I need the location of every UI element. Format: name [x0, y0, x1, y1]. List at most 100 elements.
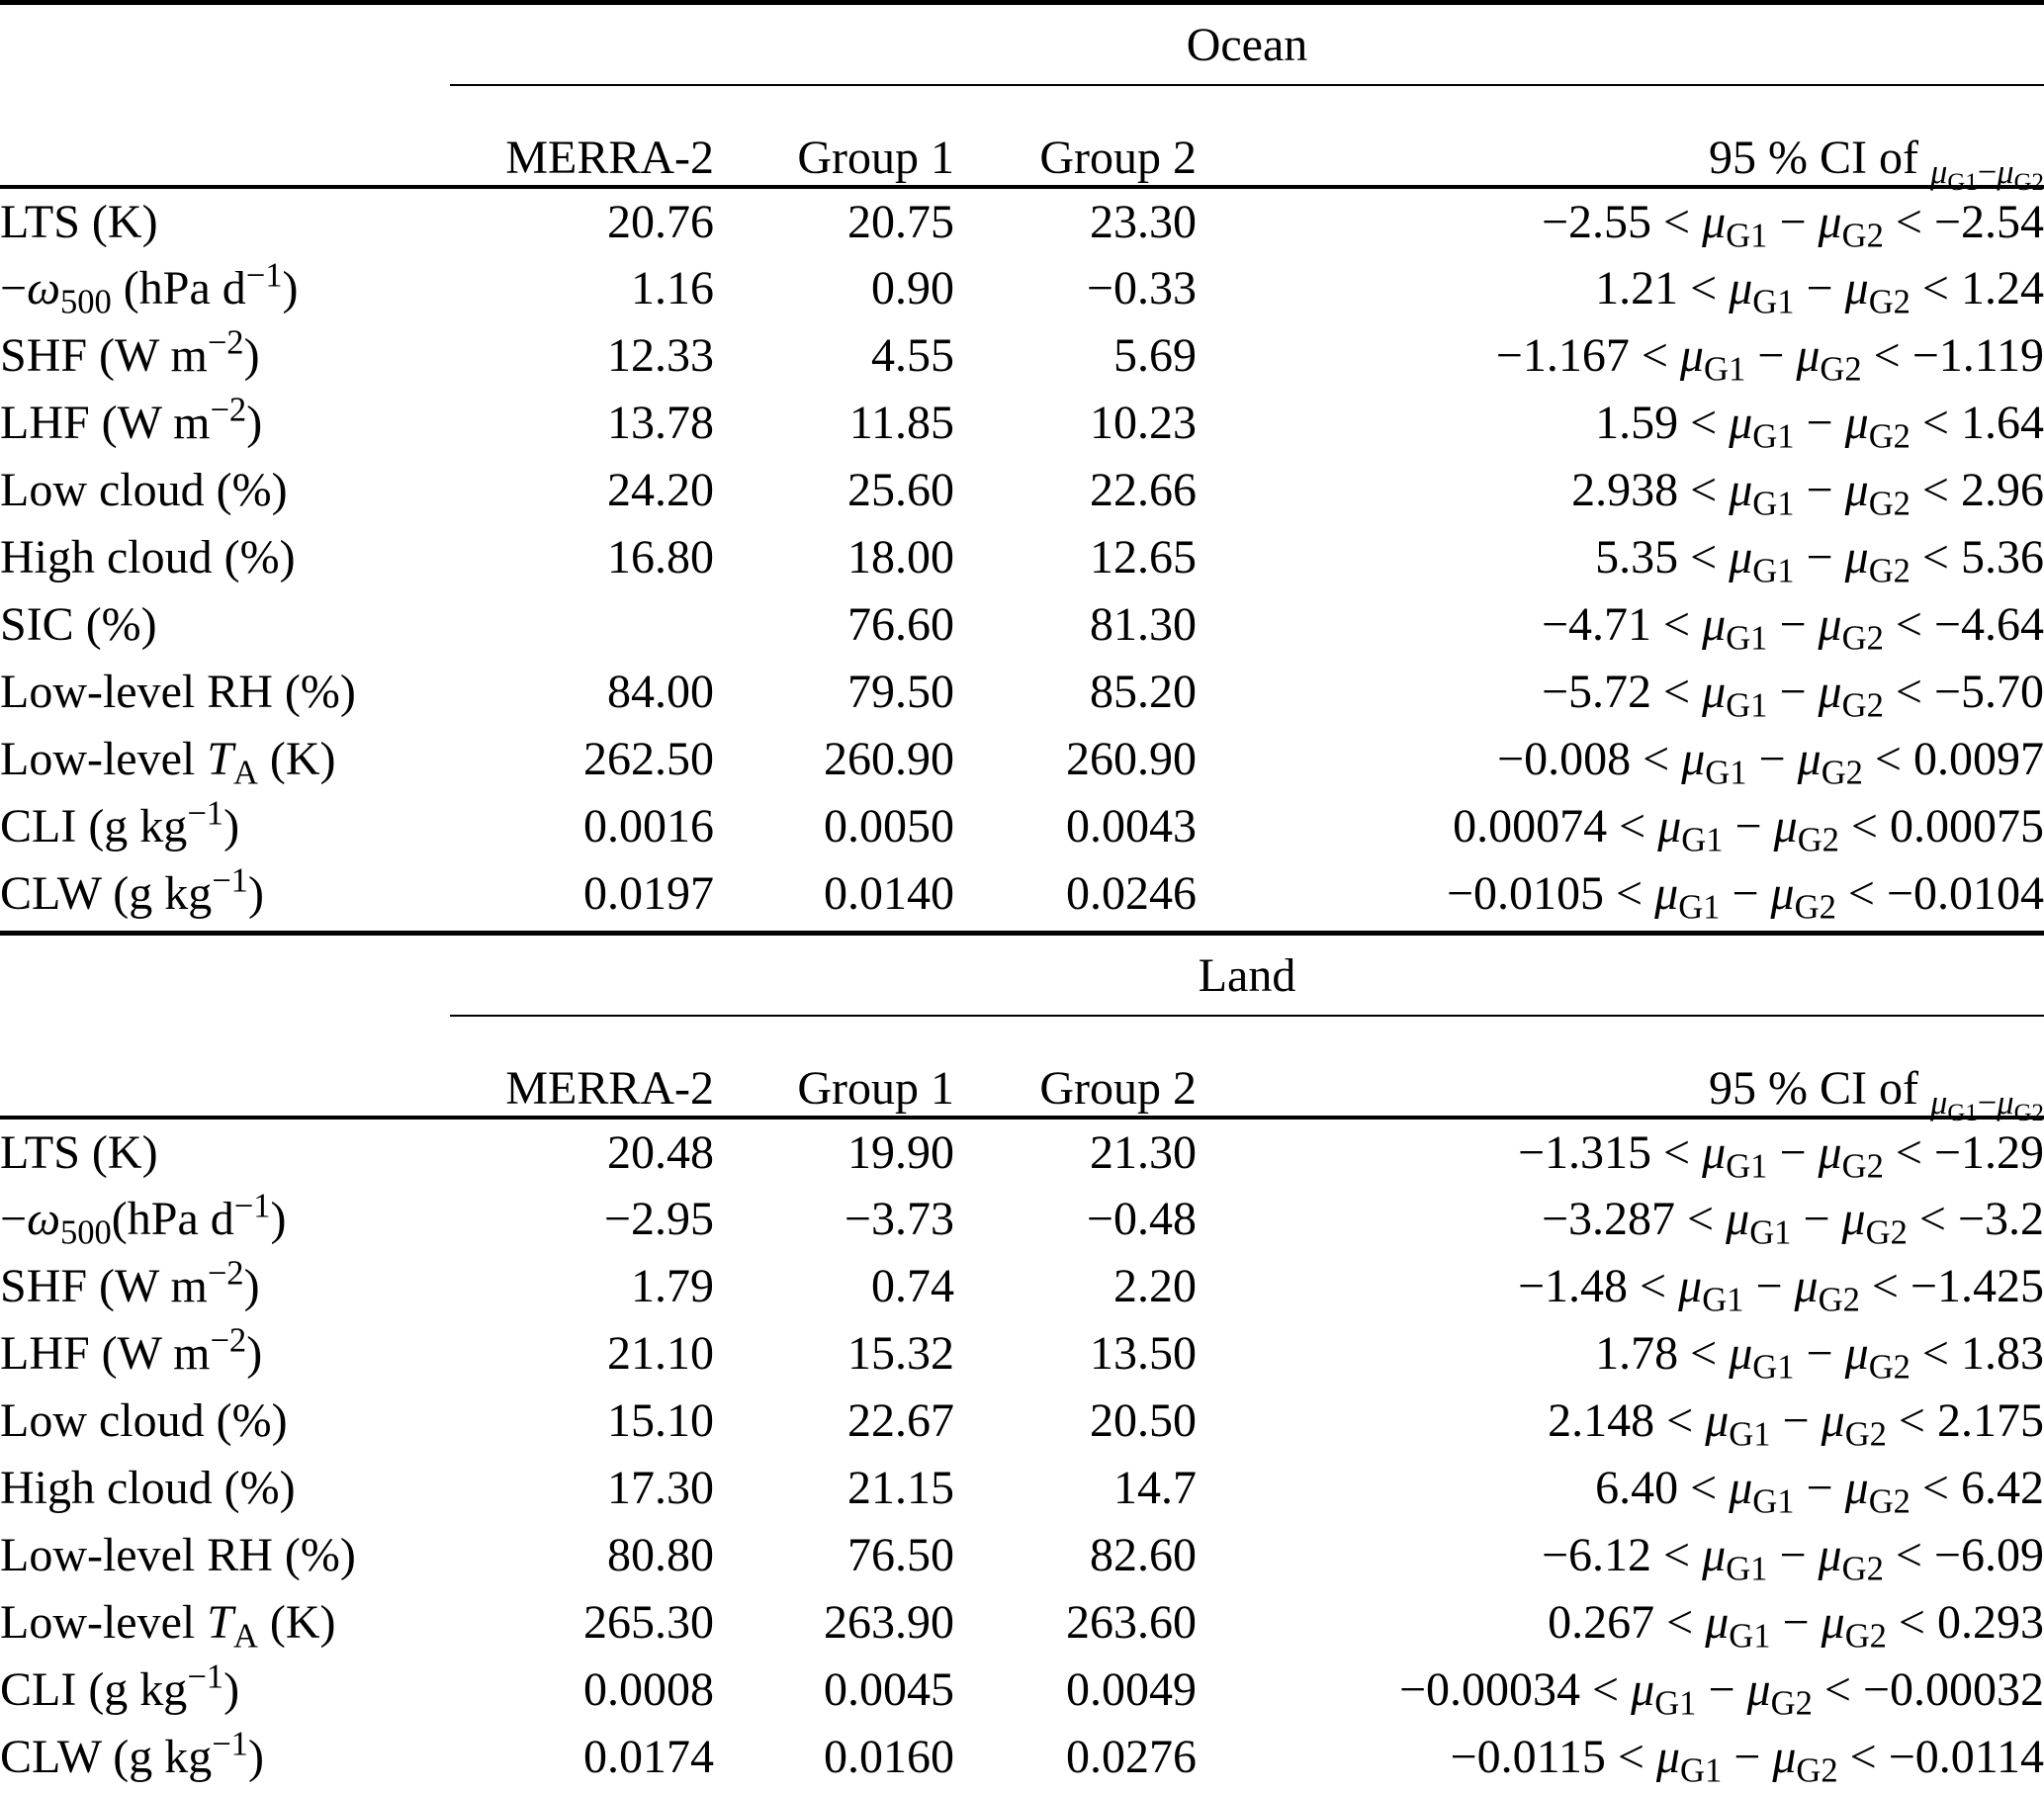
group1-value: 79.50	[847, 665, 954, 718]
row-label: CLI (g kg−1)	[0, 1658, 240, 1716]
col-header-group1: Group 1	[714, 1017, 954, 1120]
group1-value: 0.0160	[824, 1730, 954, 1783]
col-header-ci: 95 % CI of μG1−μG2	[1197, 86, 2044, 195]
group1-value: 25.60	[847, 463, 954, 516]
merra2-value: 265.30	[583, 1595, 714, 1649]
group2-value: 5.69	[1113, 328, 1197, 382]
group1-value: 20.75	[847, 195, 954, 248]
table-row: −ω500(hPa d−1) −2.95 −3.73 −0.48 −3.287 < μG…	[0, 1185, 2044, 1252]
ci-value: 1.59 < μG1 − μG2 < 1.64	[1595, 396, 2044, 456]
col-header-merra2: MERRA-2	[450, 1017, 714, 1120]
group1-value: 11.85	[848, 396, 954, 449]
group1-value: 260.90	[824, 732, 954, 785]
merra2-value: 15.10	[607, 1393, 714, 1447]
group2-value: 14.7	[1113, 1461, 1197, 1514]
ci-value: −2.55 < μG1 − μG2 < −2.54	[1541, 195, 2044, 255]
ci-value: 2.148 < μG1 − μG2 < 2.175	[1548, 1393, 2044, 1454]
variable-column-header	[0, 1017, 450, 1120]
ci-value: −3.287 < μG1 − μG2 < −3.2	[1541, 1192, 2044, 1252]
merra2-value: 17.30	[607, 1461, 714, 1514]
table-row: LHF (W m−2) 13.78 11.85 10.23 1.59 < μG1 − μ…	[0, 389, 2044, 456]
section-divider-rule	[0, 931, 2044, 936]
table-row: Low cloud (%) 15.10 22.67 20.50 2.148 < μG1 …	[0, 1387, 2044, 1454]
col-header-group1: Group 1	[714, 86, 954, 189]
ocean-table-body: LTS (K) 20.76 20.75 23.30 −2.55 < μG1 − μG2 …	[0, 187, 2044, 927]
group1-value: 22.67	[847, 1393, 954, 1447]
ci-value: −1.48 < μG1 − μG2 < −1.425	[1517, 1259, 2044, 1319]
ci-value: −0.008 < μG1 − μG2 < 0.0097	[1497, 732, 2044, 792]
group2-value: 81.30	[1090, 597, 1197, 651]
table-row: Low-level TA (K) 262.50 260.90 260.90 −0.008…	[0, 725, 2044, 792]
merra2-value: −2.95	[603, 1192, 714, 1245]
table-row: SHF (W m−2) 12.33 4.55 5.69 −1.167 < μG1 − μ…	[0, 321, 2044, 389]
table-row: LHF (W m−2) 21.10 15.32 13.50 1.78 < μG1 − μ…	[0, 1319, 2044, 1387]
row-label: Low cloud (%)	[0, 1393, 288, 1447]
merra2-value: 1.79	[631, 1259, 714, 1312]
merra2-value: 0.0008	[583, 1662, 714, 1716]
group2-value: 0.0043	[1066, 799, 1197, 852]
table-row: High cloud (%) 16.80 18.00 12.65 5.35 < μG1 …	[0, 523, 2044, 590]
table-row: LTS (K) 20.48 19.90 21.30 −1.315 < μG1 − μG2…	[0, 1118, 2044, 1185]
row-label: Low-level TA (K)	[0, 732, 336, 792]
land-columns-rule	[450, 1015, 2044, 1017]
merra2-value: 0.0174	[583, 1730, 714, 1783]
col-header-group2: Group 2	[954, 1017, 1197, 1120]
group1-value: 76.60	[847, 597, 954, 651]
ci-value: 1.21 < μG1 − μG2 < 1.24	[1595, 261, 2044, 321]
merra2-value: 13.78	[607, 396, 714, 449]
row-label: LHF (W m−2)	[0, 391, 263, 449]
ci-value: −1.167 < μG1 − μG2 < −1.119	[1495, 328, 2044, 389]
group1-value: 0.0140	[824, 866, 954, 920]
row-label: −ω500 (hPa d−1)	[0, 256, 299, 321]
merra2-value: 262.50	[583, 732, 714, 785]
table-row: SIC (%) 76.60 81.30 −4.71 < μG1 − μG2 < −4.…	[0, 590, 2044, 658]
group2-value: 0.0276	[1066, 1730, 1197, 1783]
group1-value: 0.0050	[824, 799, 954, 852]
variable-column-header	[0, 86, 450, 189]
table-row: CLW (g kg−1) 0.0174 0.0160 0.0276 −0.0115 < …	[0, 1723, 2044, 1790]
row-label: SHF (W m−2)	[0, 323, 260, 382]
table-row: CLI (g kg−1) 0.0016 0.0050 0.0043 0.00074 < …	[0, 792, 2044, 859]
merra2-value: 0.0197	[583, 866, 714, 920]
row-label: High cloud (%)	[0, 530, 296, 583]
row-label: Low-level RH (%)	[0, 665, 356, 718]
group1-value: 19.90	[847, 1125, 954, 1179]
ci-value: 0.00074 < μG1 − μG2 < 0.00075	[1453, 799, 2044, 859]
table-row: Low-level RH (%) 84.00 79.50 85.20 −5.72 < μ…	[0, 658, 2044, 725]
table-row: CLI (g kg−1) 0.0008 0.0045 0.0049 −0.00034 <…	[0, 1656, 2044, 1723]
group1-value: 0.90	[871, 261, 954, 314]
row-label: High cloud (%)	[0, 1461, 296, 1514]
group1-value: 76.50	[847, 1528, 954, 1581]
table-row: −ω500 (hPa d−1) 1.16 0.90 −0.33 1.21 < μG1 −…	[0, 254, 2044, 321]
group2-value: −0.33	[1086, 261, 1197, 314]
merra2-value: 24.20	[607, 463, 714, 516]
group1-value: 0.74	[871, 1259, 954, 1312]
row-label: CLI (g kg−1)	[0, 794, 240, 852]
merra2-value: 20.48	[607, 1125, 714, 1179]
ci-value: −6.12 < μG1 − μG2 < −6.09	[1541, 1528, 2044, 1588]
group1-value: −3.73	[844, 1192, 954, 1245]
group2-value: −0.48	[1086, 1192, 1197, 1245]
row-label: Low-level TA (K)	[0, 1595, 336, 1656]
group1-value: 0.0045	[824, 1662, 954, 1716]
group2-value: 263.60	[1066, 1595, 1197, 1649]
group2-value: 260.90	[1066, 732, 1197, 785]
merra2-value: 1.16	[631, 261, 714, 314]
ocean-table: MERRA-2 Group 1 Group 2 95 % CI of μG1−μ…	[0, 86, 2044, 927]
row-label: Low cloud (%)	[0, 463, 288, 516]
table-row: SHF (W m−2) 1.79 0.74 2.20 −1.48 < μG1 − μG2…	[0, 1252, 2044, 1319]
col-header-ci: 95 % CI of μG1−μG2	[1197, 1017, 2044, 1125]
table-row: CLW (g kg−1) 0.0197 0.0140 0.0246 −0.0105 < …	[0, 859, 2044, 927]
table-row: High cloud (%) 17.30 21.15 14.7 6.40 < μG1 −…	[0, 1454, 2044, 1521]
ci-value: 0.267 < μG1 − μG2 < 0.293	[1548, 1595, 2044, 1656]
merra2-value: 80.80	[607, 1528, 714, 1581]
row-label: CLW (g kg−1)	[0, 1725, 264, 1783]
ci-value: −0.00034 < μG1 − μG2 < −0.00032	[1398, 1662, 2044, 1723]
row-label: SHF (W m−2)	[0, 1254, 260, 1312]
ci-value: 2.938 < μG1 − μG2 < 2.96	[1571, 463, 2044, 523]
land-title-row: Land	[450, 936, 2044, 1015]
ci-value: 1.78 < μG1 − μG2 < 1.83	[1595, 1326, 2044, 1387]
group1-value: 263.90	[824, 1595, 954, 1649]
row-label: LHF (W m−2)	[0, 1321, 263, 1380]
ci-value: −4.71 < μG1 − μG2 < −4.64	[1541, 597, 2044, 658]
